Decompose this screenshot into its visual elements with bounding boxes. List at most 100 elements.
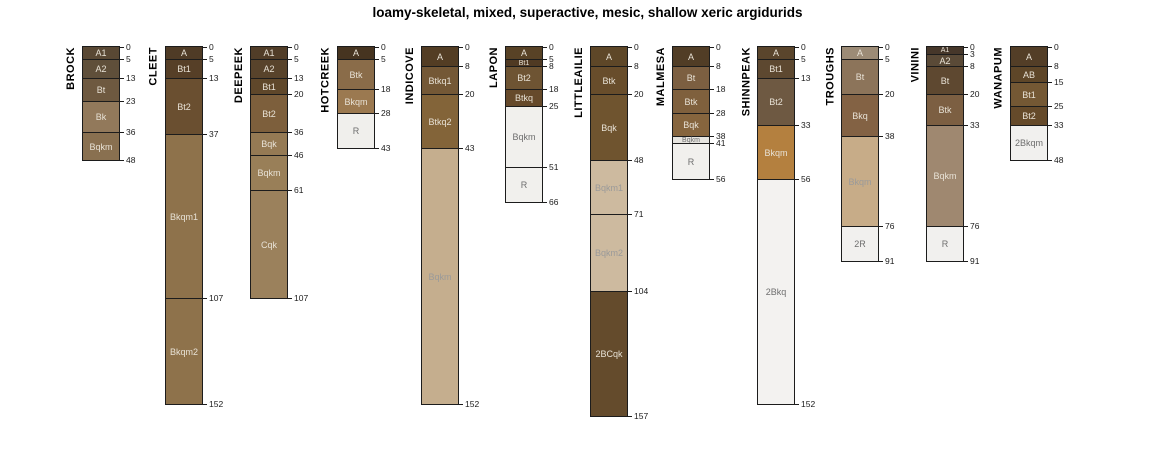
- horizon-label: A1: [263, 48, 275, 58]
- horizon-label: Bqkm: [89, 141, 113, 152]
- depth-tick: [709, 47, 714, 48]
- depth-tick: [119, 160, 124, 161]
- horizon-deepeek-a1: A1: [251, 47, 287, 59]
- depth-tick: [287, 47, 292, 48]
- depth-label: 0: [126, 42, 131, 52]
- profile-name-label: MALMESA: [655, 47, 667, 107]
- depth-tick: [1047, 82, 1052, 83]
- depth-label: 5: [801, 54, 806, 64]
- depth-label: 20: [634, 89, 644, 99]
- depth-tick: [1047, 47, 1052, 48]
- horizon-indicove-btkq1: Btkq1: [422, 66, 458, 94]
- profile-column-brock: A1 A2 Bt Bk Bqkm: [82, 46, 120, 161]
- horizon-lapon-bt1: Bt1: [506, 59, 542, 67]
- depth-label: 152: [801, 399, 816, 409]
- depth-tick: [1047, 125, 1052, 126]
- depth-tick: [878, 94, 883, 95]
- horizon-label: AB: [1022, 69, 1035, 80]
- depth-label: 91: [970, 256, 980, 266]
- horizon-vinini-bt: Bt: [927, 66, 963, 94]
- depth-tick: [458, 148, 463, 149]
- horizon-label: Bk: [95, 112, 107, 122]
- depth-label: 13: [801, 73, 811, 83]
- horizon-label: Bt2: [262, 108, 276, 119]
- depth-tick: [287, 155, 292, 156]
- depth-label: 152: [465, 399, 480, 409]
- depth-label: 13: [126, 73, 136, 83]
- depth-tick: [709, 136, 714, 137]
- horizon-malmesa-btk: Btk: [673, 89, 709, 113]
- profile-name-label: LITTLEAILIE: [573, 47, 585, 118]
- profile-name-label: HOTCREEK: [320, 47, 332, 113]
- depth-label: 0: [465, 42, 470, 52]
- depth-tick: [542, 106, 547, 107]
- horizon-label: Bkqm2: [169, 346, 198, 357]
- horizon-label: 2R: [854, 239, 866, 249]
- depth-tick: [963, 54, 968, 55]
- horizon-label: A: [352, 48, 359, 58]
- horizon-malmesa-bt: Bt: [673, 66, 709, 89]
- depth-tick: [878, 226, 883, 227]
- horizon-label: 2Bkq: [765, 287, 787, 297]
- depth-tick: [709, 66, 714, 67]
- horizon-brock-a1: A1: [83, 47, 119, 59]
- depth-label: 0: [209, 42, 214, 52]
- depth-tick: [963, 66, 968, 67]
- horizon-littleailie-2bcqk: 2BCqk: [591, 291, 627, 416]
- horizon-label: 2Bkqm: [1014, 138, 1043, 148]
- depth-tick: [627, 160, 632, 161]
- depth-tick: [709, 143, 714, 144]
- depth-label: 25: [549, 101, 559, 111]
- horizon-label: A: [436, 51, 443, 62]
- horizon-label: Btk: [349, 69, 363, 80]
- depth-tick: [458, 66, 463, 67]
- depth-tick: [542, 59, 547, 60]
- horizon-deepeek-cqk: Cqk: [251, 190, 287, 298]
- profile-name-label: WANAPUM: [993, 47, 1005, 109]
- horizon-label: Bt2: [177, 101, 191, 112]
- horizon-lapon-r: R: [506, 167, 542, 202]
- horizon-brock-bk: Bk: [83, 101, 119, 132]
- horizon-vinini-bqkm: Bqkm: [927, 125, 963, 226]
- horizon-label: A2: [95, 64, 107, 74]
- depth-tick: [287, 298, 292, 299]
- depth-tick: [627, 291, 632, 292]
- horizon-label: Bkqm: [344, 96, 368, 107]
- horizon-label: Btkq1: [428, 75, 452, 86]
- horizon-label: A1: [95, 48, 107, 58]
- horizon-cleet-bt2: Bt2: [166, 78, 202, 134]
- profile-column-lapon: A Bt1 Bt2 Btkq Bqkm R: [505, 46, 543, 203]
- profile-name-label: VININI: [909, 47, 921, 83]
- depth-tick: [627, 214, 632, 215]
- horizon-troughs-2r: 2R: [842, 226, 878, 261]
- depth-label: 8: [716, 61, 721, 71]
- depth-label: 157: [634, 411, 649, 421]
- horizon-littleailie-btk: Btk: [591, 66, 627, 94]
- profile-column-indicove: A Btkq1 Btkq2 Bqkm: [421, 46, 459, 405]
- horizon-label: Bt: [686, 73, 696, 83]
- depth-tick: [963, 47, 968, 48]
- depth-tick: [963, 261, 968, 262]
- horizon-lapon-bqkm: Bqkm: [506, 106, 542, 167]
- horizon-label: A: [687, 51, 694, 62]
- horizon-hotcreek-btk: Btk: [338, 59, 374, 89]
- depth-tick: [1047, 66, 1052, 67]
- horizon-label: Bt2: [517, 73, 531, 83]
- horizon-shinnpeak-2bkq: 2Bkq: [758, 179, 794, 404]
- horizon-label: R: [687, 156, 695, 167]
- horizon-label: Btkq: [514, 93, 533, 103]
- depth-tick: [627, 47, 632, 48]
- horizon-label: 2BCqk: [595, 349, 623, 359]
- depth-tick: [458, 47, 463, 48]
- depth-tick: [287, 94, 292, 95]
- depth-tick: [119, 78, 124, 79]
- horizon-label: Bqkm: [682, 136, 700, 144]
- depth-label: 20: [885, 89, 895, 99]
- profile-name-label: INDICOVE: [404, 47, 416, 105]
- depth-tick: [709, 89, 714, 90]
- depth-label: 36: [126, 127, 136, 137]
- depth-tick: [119, 59, 124, 60]
- horizon-label: Bkq: [852, 110, 868, 121]
- horizon-label: Bt1: [1022, 89, 1036, 100]
- horizon-label: Bqkm2: [594, 248, 623, 258]
